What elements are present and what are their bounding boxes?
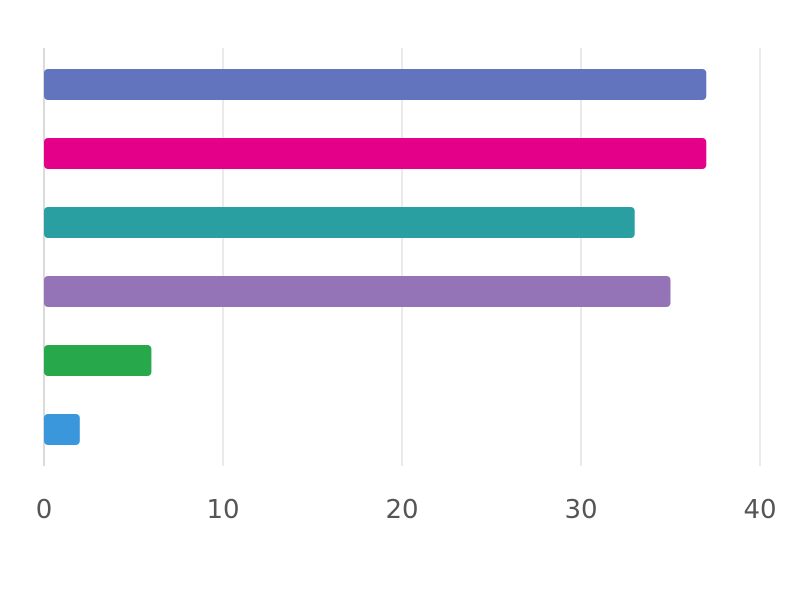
- bar: [44, 69, 707, 100]
- x-tick-label: 20: [385, 495, 418, 525]
- x-tick-label: 10: [206, 495, 239, 525]
- x-axis-ticks: 0 10 20 30 40: [36, 495, 777, 525]
- bar: [44, 276, 671, 307]
- x-tick-label: 30: [564, 495, 597, 525]
- bar: [44, 345, 152, 376]
- x-tick-label: 0: [36, 495, 53, 525]
- bar: [44, 207, 635, 238]
- bars: [44, 69, 707, 445]
- x-tick-label: 40: [743, 495, 776, 525]
- bar: [44, 138, 707, 169]
- grid: [43, 48, 761, 466]
- bar: [44, 414, 80, 445]
